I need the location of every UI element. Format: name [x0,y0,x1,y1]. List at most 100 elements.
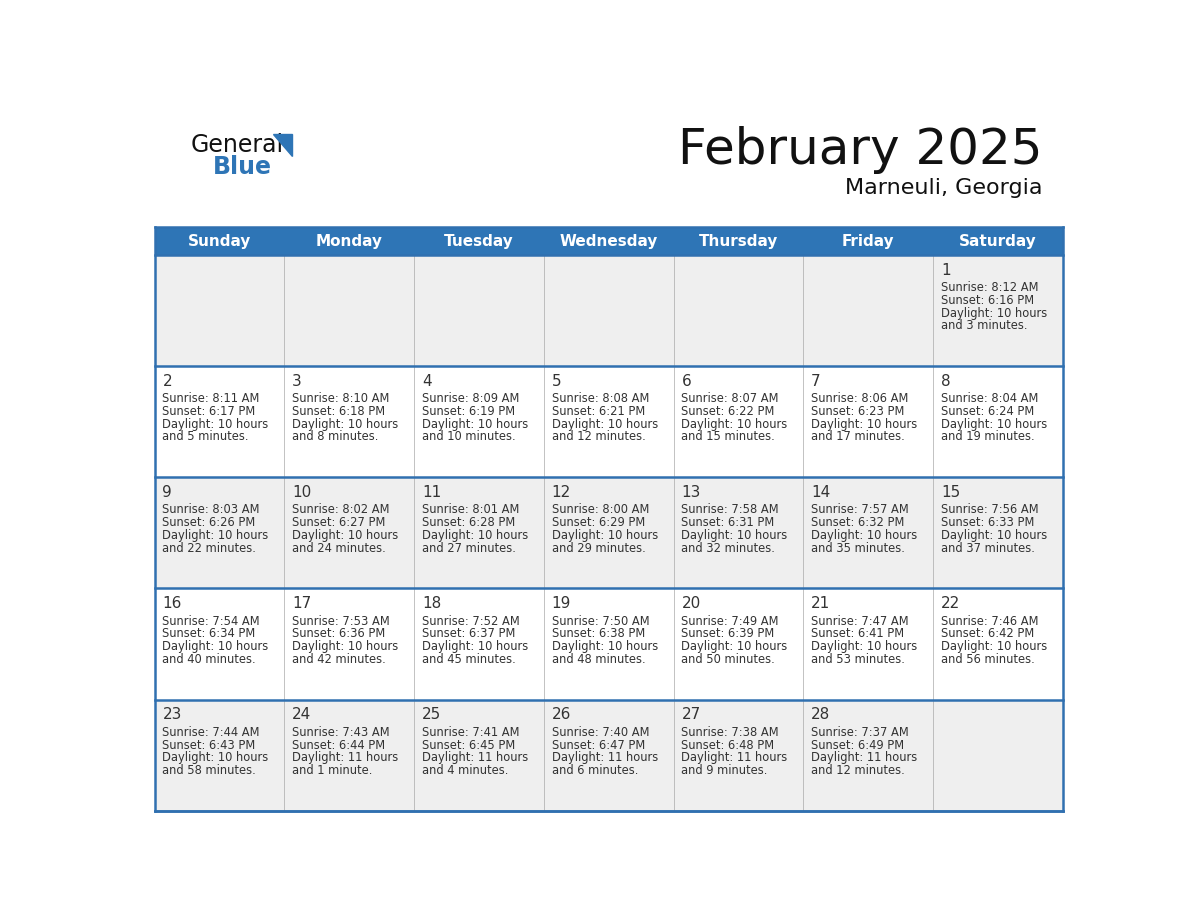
Text: 23: 23 [163,708,182,722]
Text: Daylight: 11 hours: Daylight: 11 hours [682,751,788,765]
Text: Daylight: 10 hours: Daylight: 10 hours [292,640,398,653]
Text: Sunrise: 8:06 AM: Sunrise: 8:06 AM [811,392,909,405]
Text: Sunrise: 7:57 AM: Sunrise: 7:57 AM [811,503,909,517]
Text: Daylight: 10 hours: Daylight: 10 hours [551,418,658,431]
Text: Sunset: 6:36 PM: Sunset: 6:36 PM [292,627,385,641]
Text: Marneuli, Georgia: Marneuli, Georgia [845,178,1042,198]
Text: Sunrise: 7:52 AM: Sunrise: 7:52 AM [422,615,519,628]
Bar [154,588,1063,700]
Text: and 10 minutes.: and 10 minutes. [422,431,516,443]
Text: 22: 22 [941,596,960,611]
Text: Daylight: 10 hours: Daylight: 10 hours [422,418,529,431]
Text: and 53 minutes.: and 53 minutes. [811,653,905,666]
Text: Sunset: 6:31 PM: Sunset: 6:31 PM [682,516,775,529]
Text: Sunset: 6:38 PM: Sunset: 6:38 PM [551,627,645,641]
Text: and 1 minute.: and 1 minute. [292,764,373,777]
Text: 4: 4 [422,374,431,389]
Text: and 35 minutes.: and 35 minutes. [811,542,905,554]
Text: Sunrise: 8:11 AM: Sunrise: 8:11 AM [163,392,260,405]
Text: and 37 minutes.: and 37 minutes. [941,542,1035,554]
Text: Daylight: 10 hours: Daylight: 10 hours [941,640,1048,653]
Text: Sunrise: 7:43 AM: Sunrise: 7:43 AM [292,726,390,739]
Polygon shape [272,134,292,155]
Text: and 42 minutes.: and 42 minutes. [292,653,386,666]
Text: Sunset: 6:49 PM: Sunset: 6:49 PM [811,739,904,752]
Text: Sunset: 6:28 PM: Sunset: 6:28 PM [422,516,516,529]
Bar [154,255,1063,366]
Text: Sunset: 6:29 PM: Sunset: 6:29 PM [551,516,645,529]
Text: 7: 7 [811,374,821,389]
Text: 25: 25 [422,708,441,722]
Text: February 2025: February 2025 [677,126,1042,174]
Text: Sunrise: 7:58 AM: Sunrise: 7:58 AM [682,503,779,517]
Text: Sunset: 6:24 PM: Sunset: 6:24 PM [941,405,1035,418]
Text: Daylight: 10 hours: Daylight: 10 hours [682,640,788,653]
Text: 16: 16 [163,596,182,611]
Text: and 12 minutes.: and 12 minutes. [551,431,645,443]
Text: 13: 13 [682,485,701,500]
Text: Sunset: 6:43 PM: Sunset: 6:43 PM [163,739,255,752]
Text: 3: 3 [292,374,302,389]
Text: Sunset: 6:27 PM: Sunset: 6:27 PM [292,516,386,529]
Text: Sunrise: 8:09 AM: Sunrise: 8:09 AM [422,392,519,405]
Text: Daylight: 10 hours: Daylight: 10 hours [682,418,788,431]
Text: and 45 minutes.: and 45 minutes. [422,653,516,666]
Text: Sunset: 6:39 PM: Sunset: 6:39 PM [682,627,775,641]
Text: 2: 2 [163,374,172,389]
Text: Sunset: 6:41 PM: Sunset: 6:41 PM [811,627,904,641]
Text: Sunrise: 8:10 AM: Sunrise: 8:10 AM [292,392,390,405]
Text: Sunset: 6:33 PM: Sunset: 6:33 PM [941,516,1035,529]
Text: and 50 minutes.: and 50 minutes. [682,653,776,666]
Text: and 22 minutes.: and 22 minutes. [163,542,257,554]
Text: and 15 minutes.: and 15 minutes. [682,431,776,443]
Text: Monday: Monday [316,233,383,249]
Text: 26: 26 [551,708,571,722]
Text: Sunrise: 8:04 AM: Sunrise: 8:04 AM [941,392,1038,405]
Text: Daylight: 10 hours: Daylight: 10 hours [811,529,917,542]
Text: 8: 8 [941,374,950,389]
Text: Sunrise: 7:56 AM: Sunrise: 7:56 AM [941,503,1038,517]
Text: Daylight: 10 hours: Daylight: 10 hours [811,640,917,653]
Text: 21: 21 [811,596,830,611]
Text: 24: 24 [292,708,311,722]
Text: Daylight: 10 hours: Daylight: 10 hours [941,529,1048,542]
Text: Daylight: 10 hours: Daylight: 10 hours [811,418,917,431]
Text: and 29 minutes.: and 29 minutes. [551,542,645,554]
Text: 1: 1 [941,263,950,277]
Text: Daylight: 10 hours: Daylight: 10 hours [941,307,1048,319]
Text: Daylight: 10 hours: Daylight: 10 hours [163,529,268,542]
Text: 18: 18 [422,596,441,611]
Text: Daylight: 11 hours: Daylight: 11 hours [811,751,917,765]
Text: Sunrise: 8:12 AM: Sunrise: 8:12 AM [941,281,1038,294]
Text: 10: 10 [292,485,311,500]
Text: Sunset: 6:16 PM: Sunset: 6:16 PM [941,294,1034,307]
Text: Daylight: 10 hours: Daylight: 10 hours [163,418,268,431]
Text: Sunrise: 7:40 AM: Sunrise: 7:40 AM [551,726,649,739]
Text: Sunrise: 7:50 AM: Sunrise: 7:50 AM [551,615,650,628]
Text: Sunrise: 8:02 AM: Sunrise: 8:02 AM [292,503,390,517]
Text: Sunset: 6:34 PM: Sunset: 6:34 PM [163,627,255,641]
Text: Thursday: Thursday [699,233,778,249]
Bar [154,227,1063,255]
Text: 5: 5 [551,374,562,389]
Text: Daylight: 10 hours: Daylight: 10 hours [292,529,398,542]
Text: and 6 minutes.: and 6 minutes. [551,764,638,777]
Text: and 27 minutes.: and 27 minutes. [422,542,516,554]
Text: and 12 minutes.: and 12 minutes. [811,764,905,777]
Text: 27: 27 [682,708,701,722]
Text: Tuesday: Tuesday [444,233,514,249]
Text: Daylight: 10 hours: Daylight: 10 hours [163,640,268,653]
Text: and 17 minutes.: and 17 minutes. [811,431,905,443]
Text: Daylight: 10 hours: Daylight: 10 hours [941,418,1048,431]
Text: Sunset: 6:47 PM: Sunset: 6:47 PM [551,739,645,752]
Text: Sunset: 6:45 PM: Sunset: 6:45 PM [422,739,516,752]
Text: 19: 19 [551,596,571,611]
Text: Sunset: 6:22 PM: Sunset: 6:22 PM [682,405,775,418]
Text: Sunrise: 7:37 AM: Sunrise: 7:37 AM [811,726,909,739]
Text: Daylight: 10 hours: Daylight: 10 hours [551,640,658,653]
Text: and 24 minutes.: and 24 minutes. [292,542,386,554]
Text: and 32 minutes.: and 32 minutes. [682,542,776,554]
Text: Daylight: 10 hours: Daylight: 10 hours [551,529,658,542]
Text: Sunday: Sunday [188,233,252,249]
Text: 11: 11 [422,485,441,500]
